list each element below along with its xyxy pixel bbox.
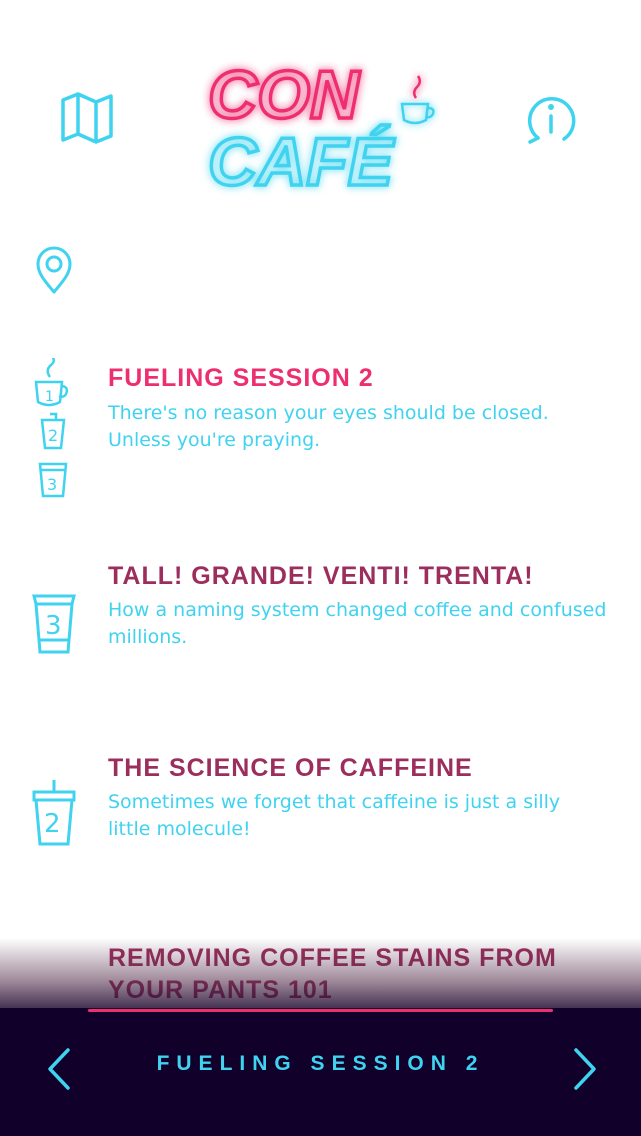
cup-number: 3 [45, 611, 62, 641]
info-icon[interactable] [524, 92, 578, 146]
list-item[interactable]: 2 THE SCIENCE OF CAFFEINE Sometimes we f… [0, 740, 641, 870]
logo-line-2: CAFÉ [208, 124, 396, 200]
session-description: How a naming system changed coffee and c… [108, 599, 607, 648]
session-title: TALL! GRANDE! VENTI! TRENTA! [108, 562, 534, 590]
session-title: THE SCIENCE OF CAFFEINE [108, 754, 473, 782]
coffee-cup-icon [400, 75, 435, 125]
cup-number-2: 2 [48, 426, 58, 445]
app-header: CON CAFÉ [0, 0, 641, 230]
cup-number: 2 [44, 809, 61, 839]
session-title: FUELING SESSION 2 [108, 364, 374, 392]
list-item[interactable]: 3 TALL! GRANDE! VENTI! TRENTA! How a nam… [0, 548, 641, 678]
logo-line-1: CON [208, 57, 361, 133]
chevron-left-icon[interactable] [40, 1046, 80, 1092]
cup-stack-icon: 1 2 3 [26, 355, 80, 504]
session-description: Sometimes we forget that caffeine is jus… [108, 791, 561, 840]
current-session-label: FUELING SESSION 2 [156, 1052, 485, 1075]
map-icon[interactable] [58, 90, 118, 146]
coffee-cup-icon: 3 [28, 590, 80, 664]
progress-indicator [88, 1009, 553, 1012]
cup-number-1: 1 [45, 389, 54, 405]
chevron-right-icon[interactable] [564, 1046, 604, 1092]
session-description: There's no reason your eyes should be cl… [108, 402, 549, 451]
cup-number-3: 3 [47, 475, 57, 494]
location-pin-icon[interactable] [34, 246, 74, 296]
iced-cup-icon: 2 [28, 776, 80, 854]
footer-bar [0, 1008, 641, 1136]
list-item[interactable]: 1 2 3 FUELING SESSION 2 There's no reaso… [0, 350, 641, 510]
logo: CON CAFÉ [206, 55, 435, 202]
